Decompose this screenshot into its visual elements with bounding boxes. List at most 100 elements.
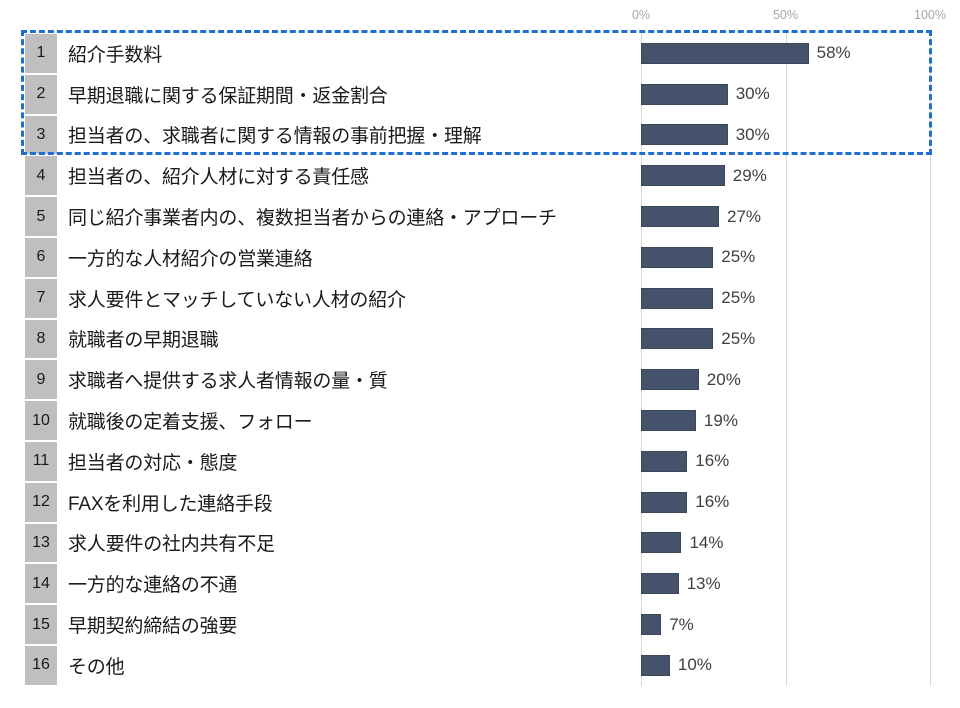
bar	[641, 410, 696, 432]
row-rank-number: 2	[25, 74, 57, 114]
row-bar-group: 30%	[641, 115, 770, 156]
bar-value-label: 25%	[721, 328, 756, 348]
row-category-label: 担当者の、求職者に関する情報の事前把握・理解	[68, 126, 482, 148]
row-rank-number: 8	[25, 319, 57, 359]
bar	[641, 491, 688, 513]
gridline-100	[930, 31, 931, 686]
row-bar-group: 25%	[641, 319, 755, 360]
bar	[641, 532, 682, 554]
bar-value-label: 20%	[706, 369, 741, 389]
bar-value-label: 13%	[686, 573, 721, 593]
row-category-label: 担当者の、紹介人材に対する責任感	[68, 167, 369, 189]
row-rank-number: 3	[25, 115, 57, 155]
row-bar-group: 25%	[641, 237, 755, 278]
bar	[641, 614, 662, 636]
bar	[641, 654, 670, 676]
row-category-label: 早期契約締結の強要	[68, 616, 238, 638]
row-rank-number: 6	[25, 237, 57, 277]
row-bar-group: 25%	[641, 278, 755, 319]
row-rank-number: 16	[25, 645, 57, 685]
bar	[641, 124, 728, 146]
chart-row: 11 担当者の対応・態度 16%	[0, 441, 960, 482]
chart-row: 8 就職者の早期退職 25%	[0, 319, 960, 360]
bar	[641, 165, 725, 187]
row-bar-group: 19%	[641, 400, 738, 441]
bar	[641, 206, 720, 228]
row-bar-group: 30%	[641, 74, 770, 115]
row-bar-group: 13%	[641, 563, 721, 604]
chart-rows: 1 紹介手数料 58% 2 早期退職に関する保証期間・返金割合 30% 3 担当者の、求職者に…	[0, 33, 960, 686]
gridline-50	[785, 31, 787, 686]
row-rank-number: 7	[25, 278, 57, 318]
chart-row: 5 同じ紹介事業者内の、複数担当者からの連絡・アプローチ 27%	[0, 196, 960, 237]
bar-value-label: 16%	[695, 451, 730, 471]
chart-row: 12 FAXを利用した連絡手段 16%	[0, 482, 960, 523]
row-rank-number: 12	[25, 482, 57, 522]
row-category-label: その他	[68, 656, 125, 678]
chart-row: 4 担当者の、紹介人材に対する責任感 29%	[0, 155, 960, 196]
bar	[641, 328, 714, 350]
row-category-label: 求職者へ提供する求人者情報の量・質	[68, 371, 388, 393]
chart-row: 13 求人要件の社内共有不足 14%	[0, 523, 960, 564]
row-rank-number: 4	[25, 156, 57, 196]
row-bar-group: 16%	[641, 482, 729, 523]
bar	[641, 83, 728, 105]
row-bar-group: 16%	[641, 441, 729, 482]
chart-row: 10 就職後の定着支援、フォロー 19%	[0, 400, 960, 441]
row-category-label: 就職者の早期退職	[68, 330, 219, 352]
chart-row: 15 早期契約締結の強要 7%	[0, 604, 960, 645]
row-category-label: 同じ紹介事業者内の、複数担当者からの連絡・アプローチ	[68, 208, 557, 230]
chart-row: 1 紹介手数料 58%	[0, 33, 960, 74]
bar	[641, 246, 714, 268]
chart-row: 3 担当者の、求職者に関する情報の事前把握・理解 30%	[0, 115, 960, 156]
bar-value-label: 14%	[689, 532, 724, 552]
row-bar-group: 14%	[641, 523, 723, 564]
chart-row: 16 その他 10%	[0, 645, 960, 686]
row-rank-number: 14	[25, 564, 57, 604]
chart-row: 2 早期退職に関する保証期間・返金割合 30%	[0, 74, 960, 115]
row-rank-number: 13	[25, 523, 57, 563]
bar-value-label: 30%	[735, 124, 770, 144]
row-rank-number: 15	[25, 605, 57, 644]
chart-row: 14 一方的な連絡の不通 13%	[0, 563, 960, 604]
row-bar-group: 29%	[641, 155, 767, 196]
bar	[641, 287, 714, 309]
row-category-label: 担当者の対応・態度	[68, 452, 238, 474]
row-bar-group: 20%	[641, 359, 741, 400]
gridline-0	[641, 31, 642, 686]
x-axis-tick-50: 50%	[772, 8, 799, 22]
row-rank-number: 11	[25, 441, 57, 481]
chart-row: 7 求人要件とマッチしていない人材の紹介 25%	[0, 278, 960, 319]
row-rank-number: 9	[25, 360, 57, 400]
x-axis-tick-labels: 0% 50% 100%	[0, 8, 960, 26]
row-bar-group: 27%	[641, 196, 761, 237]
bar-value-label: 10%	[677, 655, 712, 675]
row-bar-group: 7%	[641, 604, 694, 645]
bar	[641, 573, 679, 595]
row-category-label: 就職後の定着支援、フォロー	[68, 412, 313, 434]
bar-value-label: 25%	[721, 247, 756, 267]
chart-row: 9 求職者へ提供する求人者情報の量・質 20%	[0, 359, 960, 400]
bar	[641, 42, 809, 64]
bar-value-label: 7%	[669, 614, 694, 634]
row-category-label: 一方的な連絡の不通	[68, 575, 238, 597]
row-category-label: FAXを利用した連絡手段	[68, 493, 273, 515]
x-axis-tick-100: 100%	[914, 8, 946, 22]
row-category-label: 紹介手数料	[68, 44, 163, 66]
row-category-label: 求人要件とマッチしていない人材の紹介	[68, 289, 406, 311]
row-rank-number: 5	[25, 197, 57, 236]
row-category-label: 一方的な人材紹介の営業連絡	[68, 248, 313, 270]
row-bar-group: 58%	[641, 33, 851, 74]
row-category-label: 早期退職に関する保証期間・返金割合	[68, 85, 388, 107]
bar	[641, 450, 688, 472]
bar-value-label: 29%	[732, 165, 767, 185]
row-rank-number: 1	[25, 34, 57, 73]
row-bar-group: 10%	[641, 645, 712, 686]
bar-value-label: 25%	[721, 288, 756, 308]
bar-value-label: 16%	[695, 492, 730, 512]
bar-value-label: 58%	[816, 43, 851, 63]
row-rank-number: 10	[25, 401, 57, 440]
chart-row: 6 一方的な人材紹介の営業連絡 25%	[0, 237, 960, 278]
x-axis-tick-0: 0%	[631, 8, 651, 22]
